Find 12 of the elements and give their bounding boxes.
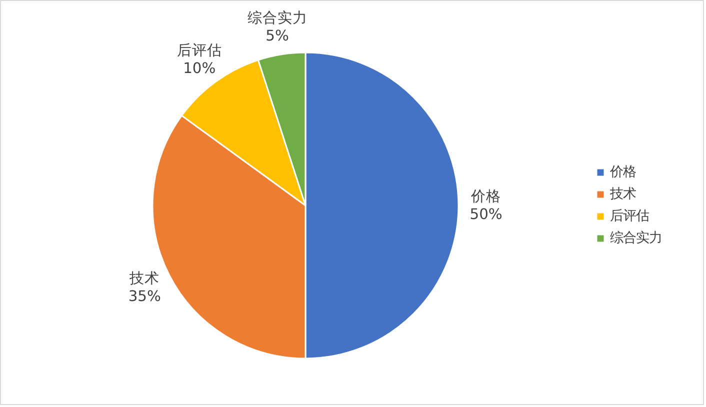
slice-label: 综合实力 xyxy=(247,10,308,27)
data-label: 50% xyxy=(470,206,502,223)
slice-label: 技术 xyxy=(128,270,160,287)
data-label: 10% xyxy=(183,60,216,77)
slice-label: 价格 xyxy=(470,188,502,205)
legend-label: 综合实力 xyxy=(610,230,662,247)
data-label: 5% xyxy=(266,28,289,45)
legend-label: 技术 xyxy=(610,186,636,203)
legend-label: 价格 xyxy=(610,164,636,181)
legend-label: 后评估 xyxy=(610,208,649,225)
data-label: 35% xyxy=(128,288,161,305)
slice-label: 后评估 xyxy=(176,42,222,59)
